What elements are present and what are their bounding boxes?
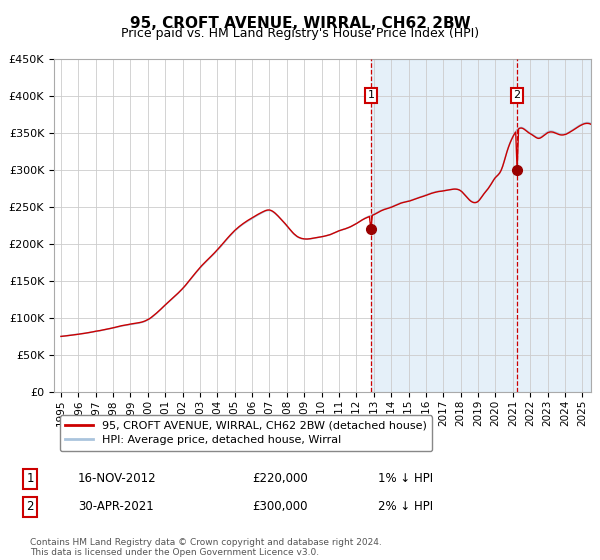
Text: £300,000: £300,000 (252, 500, 308, 514)
Text: 16-NOV-2012: 16-NOV-2012 (78, 472, 157, 486)
Text: 2: 2 (26, 500, 34, 514)
Bar (371, 59, 591, 392)
Text: 2: 2 (514, 91, 521, 100)
Text: 1: 1 (367, 91, 374, 100)
Text: 1% ↓ HPI: 1% ↓ HPI (378, 472, 433, 486)
Text: 1: 1 (26, 472, 34, 486)
Text: 95, CROFT AVENUE, WIRRAL, CH62 2BW: 95, CROFT AVENUE, WIRRAL, CH62 2BW (130, 16, 470, 31)
Legend: 95, CROFT AVENUE, WIRRAL, CH62 2BW (detached house), HPI: Average price, detache: 95, CROFT AVENUE, WIRRAL, CH62 2BW (deta… (59, 416, 432, 451)
Text: 2% ↓ HPI: 2% ↓ HPI (378, 500, 433, 514)
Text: Price paid vs. HM Land Registry's House Price Index (HPI): Price paid vs. HM Land Registry's House … (121, 27, 479, 40)
Text: Contains HM Land Registry data © Crown copyright and database right 2024.
This d: Contains HM Land Registry data © Crown c… (30, 538, 382, 557)
Text: 30-APR-2021: 30-APR-2021 (78, 500, 154, 514)
Text: £220,000: £220,000 (252, 472, 308, 486)
